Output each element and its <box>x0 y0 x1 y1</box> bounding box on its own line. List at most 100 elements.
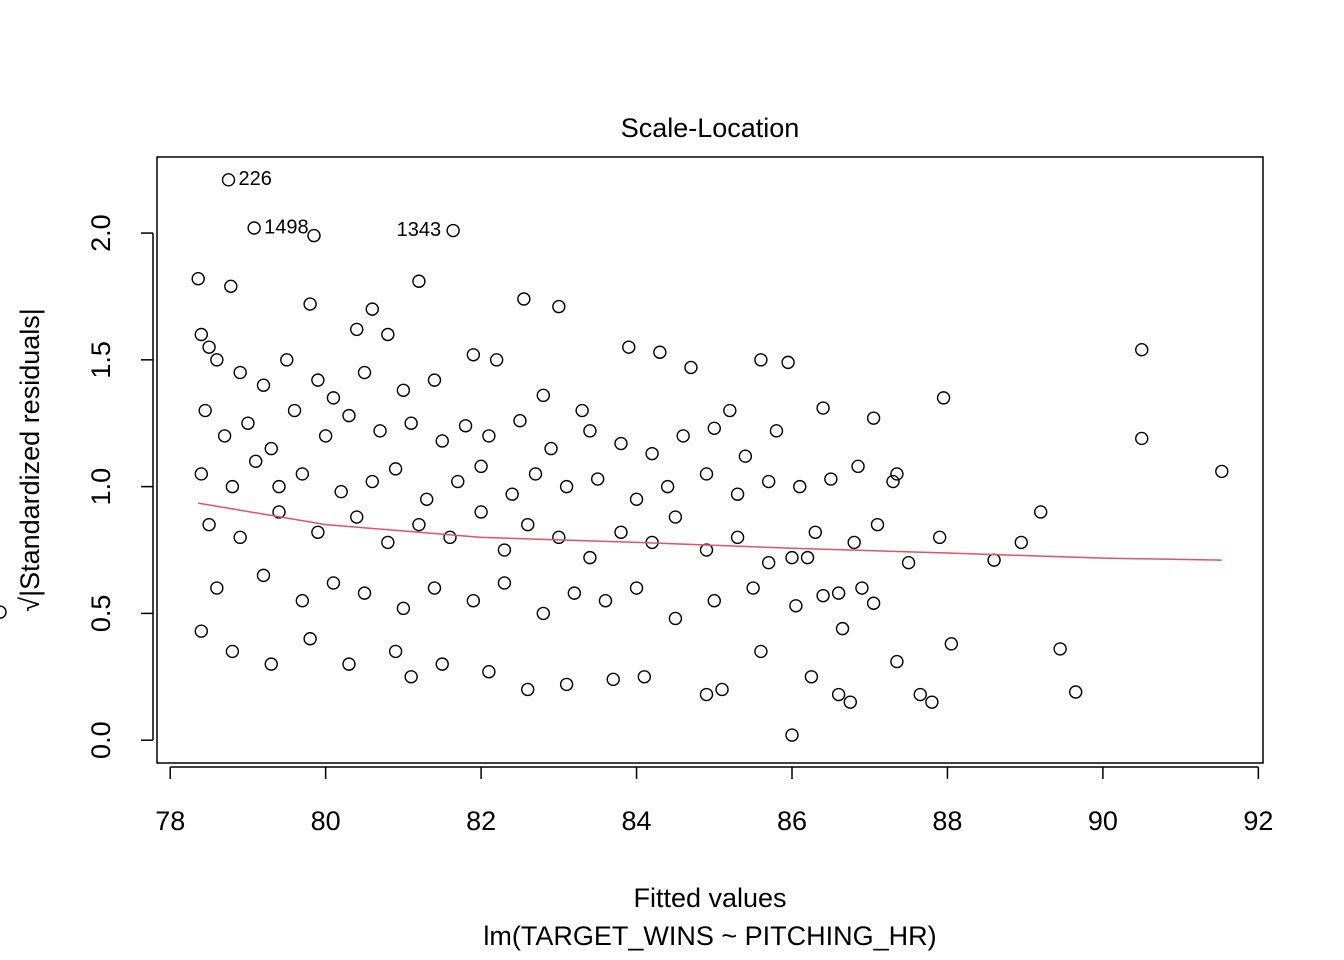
data-point <box>326 576 341 590</box>
data-point <box>614 525 628 539</box>
data-point <box>0 605 7 619</box>
data-point <box>466 348 481 362</box>
data-point <box>311 373 325 387</box>
data-point <box>761 555 776 570</box>
data-point <box>458 419 473 433</box>
x-tick-label: 86 <box>777 806 807 836</box>
data-point <box>194 467 209 481</box>
x-tick-label: 92 <box>1243 806 1273 836</box>
data-point <box>824 472 838 486</box>
data-point <box>707 421 721 436</box>
data-point <box>629 581 644 595</box>
data-point <box>412 274 426 288</box>
data-point <box>629 492 644 507</box>
data-point <box>513 413 527 428</box>
data-point <box>866 596 881 610</box>
data-point <box>287 403 302 418</box>
data-point <box>835 621 850 636</box>
data-point <box>754 353 768 367</box>
data-point <box>482 429 496 443</box>
data-point <box>660 479 675 494</box>
data-point <box>851 459 865 474</box>
data-point <box>194 327 209 342</box>
x-tick-label: 90 <box>1088 806 1118 836</box>
data-point <box>890 654 904 669</box>
x-tick-label: 88 <box>932 806 962 836</box>
data-point <box>435 434 449 448</box>
data-point <box>781 355 795 370</box>
data-point <box>474 459 488 474</box>
data-point <box>497 576 512 590</box>
data-point <box>350 510 364 524</box>
data-point <box>202 340 216 354</box>
x-tick-label: 84 <box>622 806 652 836</box>
data-point <box>191 272 205 286</box>
data-point <box>225 644 240 659</box>
data-point <box>653 345 667 359</box>
data-point <box>1068 685 1083 699</box>
data-point <box>326 391 341 405</box>
data-point <box>419 492 434 507</box>
data-point <box>505 487 519 501</box>
data-point <box>241 416 255 430</box>
data-point <box>427 581 442 595</box>
data-point <box>913 687 927 702</box>
data-point <box>637 670 652 684</box>
data-point <box>567 586 582 600</box>
data-point <box>272 505 286 519</box>
chart-title: Scale-Location <box>621 113 800 143</box>
y-tick-label: 2.0 <box>86 214 116 252</box>
data-point <box>295 594 310 608</box>
data-point <box>482 665 496 679</box>
data-point <box>699 467 714 481</box>
data-point <box>1135 343 1149 357</box>
data-point <box>303 297 317 311</box>
data-point <box>761 474 776 489</box>
data-point <box>280 353 294 367</box>
data-point <box>357 586 372 600</box>
y-axis-title: √|Standardized residuals| <box>15 308 45 612</box>
data-point <box>404 670 418 684</box>
data-point <box>987 553 1001 567</box>
data-point <box>730 487 745 501</box>
data-point <box>311 525 325 539</box>
data-point <box>559 677 574 692</box>
data-point <box>443 530 457 545</box>
data-point <box>598 594 613 608</box>
data-point <box>264 441 278 456</box>
data-point <box>357 365 372 380</box>
data-point <box>517 292 531 306</box>
data-point <box>925 695 939 709</box>
data-point <box>334 484 348 499</box>
data-point <box>715 682 729 697</box>
data-point <box>249 454 263 468</box>
y-tick-label: 0.0 <box>86 721 116 759</box>
plot-frame <box>156 156 1264 764</box>
data-point <box>552 299 566 314</box>
data-point <box>583 550 597 565</box>
data-point <box>723 403 737 418</box>
data-point <box>808 525 823 539</box>
data-point <box>342 657 356 671</box>
data-point <box>247 221 261 235</box>
data-point <box>427 373 442 387</box>
data-point <box>233 530 247 545</box>
data-point <box>738 449 753 463</box>
data-point <box>684 360 698 375</box>
data-point <box>342 408 356 423</box>
data-point <box>785 550 799 565</box>
data-point <box>489 353 504 367</box>
data-point <box>843 695 857 709</box>
data-point <box>521 682 535 697</box>
data-point <box>606 672 620 687</box>
data-point <box>676 429 690 443</box>
data-point <box>272 479 286 494</box>
data-point <box>295 467 310 481</box>
data-point <box>194 624 209 638</box>
data-point <box>730 530 745 545</box>
data-point <box>466 594 481 608</box>
data-point <box>1034 505 1048 519</box>
data-point <box>746 581 760 595</box>
data-point <box>831 687 846 702</box>
